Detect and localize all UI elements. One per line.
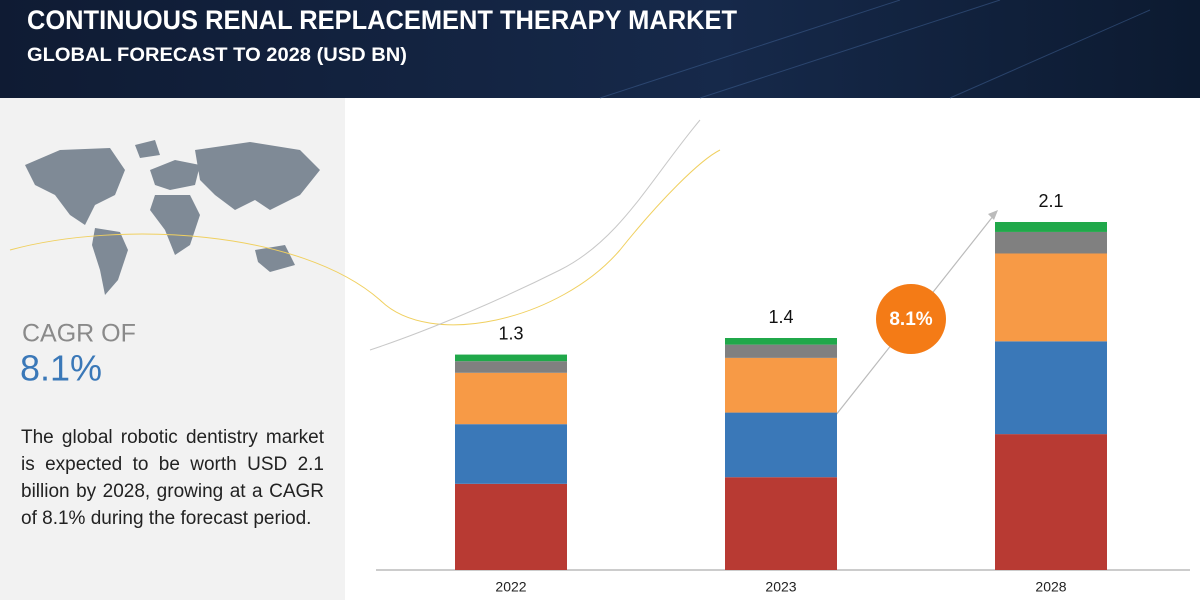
bar-segment: [995, 253, 1107, 342]
bar-segment: [725, 357, 837, 413]
bar-segment: [995, 341, 1107, 435]
header-bg: [0, 0, 1200, 98]
bar-segment: [725, 412, 837, 478]
bar-segment: [455, 483, 567, 570]
total-label: 1.4: [768, 307, 793, 327]
cagr-label: CAGR OF: [22, 320, 136, 348]
arrow-head: [988, 210, 998, 220]
cagr-value: 8.1%: [20, 348, 102, 389]
cagr-bubble: [876, 284, 946, 354]
bar-segment: [995, 231, 1107, 254]
bar-segment: [995, 222, 1107, 232]
bar-segment: [455, 372, 567, 425]
description: The global robotic dentistry market is e…: [21, 427, 324, 529]
cagr-bubble-label: 8.1%: [889, 309, 932, 330]
bar-segment: [725, 477, 837, 570]
x-tick-label: 2022: [495, 579, 526, 595]
title: CONTINUOUS RENAL REPLACEMENT THERAPY MAR…: [27, 5, 737, 35]
total-label: 2.1: [1038, 191, 1063, 211]
bar-segment: [455, 354, 567, 362]
header-decoration: [599, 0, 1151, 99]
bar-segment: [995, 434, 1107, 570]
decor-curve: [369, 119, 701, 351]
x-tick-label: 2028: [1035, 579, 1066, 595]
decor-curve: [9, 149, 721, 326]
bar-segment: [455, 361, 567, 373]
bar-chart: 1.3 2022 1.4 2023 2.1 2028 8.1%: [455, 191, 1107, 595]
bar-segment: [725, 344, 837, 358]
total-label: 1.3: [498, 323, 523, 343]
x-tick-label: 2023: [765, 579, 796, 595]
world-map: [25, 140, 320, 295]
subtitle: GLOBAL FORECAST TO 2028 (USD BN): [27, 45, 407, 66]
bar-segment: [455, 424, 567, 484]
bar-segment: [725, 338, 837, 345]
